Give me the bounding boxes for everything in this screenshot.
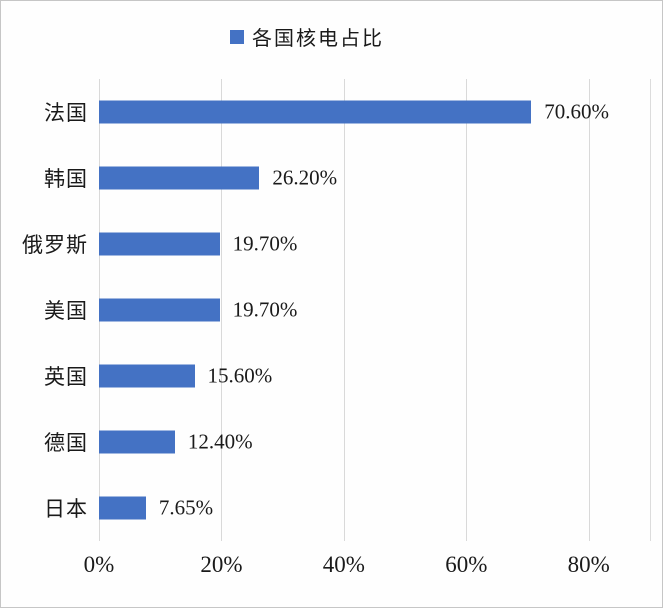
bar-rows: 法国 70.60% 韩国 26.20% 俄罗斯 19.70% 美国 19.70% 英国 15.60… xyxy=(22,79,650,541)
bar-row: 德国 12.40% xyxy=(44,409,650,475)
x-axis-tick-label: 40% xyxy=(322,552,365,577)
bar xyxy=(99,232,220,256)
bar-row: 俄罗斯 19.70% xyxy=(22,211,650,277)
bar xyxy=(99,430,175,454)
value-label: 19.70% xyxy=(232,231,298,256)
bar xyxy=(99,166,260,190)
category-label: 法国 xyxy=(44,101,88,125)
value-label: 12.40% xyxy=(187,429,253,454)
value-label: 7.65% xyxy=(158,495,214,520)
category-label: 韩国 xyxy=(44,167,88,191)
bar-row: 日本 7.65% xyxy=(44,475,650,541)
bar xyxy=(99,298,220,322)
x-axis-tick-label: 0% xyxy=(83,552,115,577)
legend-label: 各国核电占比 xyxy=(252,28,384,50)
value-label: 70.60% xyxy=(544,99,609,124)
bar-row: 美国 19.70% xyxy=(44,277,650,343)
category-label: 俄罗斯 xyxy=(22,233,88,257)
bar xyxy=(99,100,532,124)
bar-row: 法国 70.60% xyxy=(44,79,650,145)
bar xyxy=(99,496,146,520)
plot-area: 法国 70.60% 韩国 26.20% 俄罗斯 19.70% 美国 19.70% 英国 15.60… xyxy=(22,79,651,541)
value-label: 26.20% xyxy=(272,165,338,190)
legend: 各国核电占比 xyxy=(230,22,384,51)
gridline xyxy=(466,79,468,541)
bar-row: 韩国 26.20% xyxy=(44,145,650,211)
category-label: 德国 xyxy=(44,431,88,455)
category-label: 日本 xyxy=(44,497,88,521)
value-label: 15.60% xyxy=(207,363,273,388)
gridline xyxy=(588,79,590,541)
category-label: 美国 xyxy=(44,299,88,323)
gridline xyxy=(221,79,223,541)
bar xyxy=(99,364,195,388)
gridline xyxy=(343,79,345,541)
x-axis-tick-label: 80% xyxy=(567,552,610,577)
value-label: 19.70% xyxy=(232,297,298,322)
legend-marker-icon xyxy=(230,29,244,44)
x-axis-tick-label: 60% xyxy=(445,552,488,577)
bar-row: 英国 15.60% xyxy=(44,343,650,409)
x-axis-tick-label: 20% xyxy=(200,552,243,577)
category-label: 英国 xyxy=(44,365,88,389)
